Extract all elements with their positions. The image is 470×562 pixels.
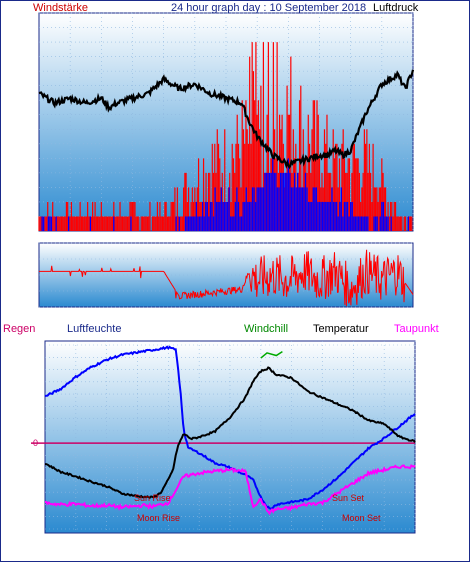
wind-avg-bars: [41, 158, 409, 231]
wind-direction-line: [39, 249, 414, 307]
moon-rise-label: Moon Rise: [137, 513, 180, 523]
temperature-line: [45, 366, 416, 499]
pressure-line: [38, 69, 415, 170]
pressure-axis-title: Luftdruck: [373, 2, 419, 14]
legend-luftfeuchte: Luftfeuchte: [67, 323, 121, 335]
legend-windchill: Windchill: [244, 323, 288, 335]
chart-title: 24 hour graph day : 10 September 2018: [171, 2, 366, 14]
sun-rise-label: Sun Rise: [134, 493, 171, 503]
legend-temperatur: Temperatur: [313, 323, 369, 335]
wind-axis-title: Windstärke: [33, 2, 88, 14]
legend-taupunkt: Taupunkt: [394, 323, 439, 335]
legend-regen: Regen: [3, 323, 35, 335]
rain-zero-label: 0: [33, 438, 38, 448]
moon-set-label: Moon Set: [342, 513, 381, 523]
wind-pressure-grid: [39, 12, 414, 231]
windchill-line: [260, 350, 283, 359]
sun-set-label: Sun Set: [332, 493, 365, 503]
dewpoint-line: [45, 464, 416, 516]
